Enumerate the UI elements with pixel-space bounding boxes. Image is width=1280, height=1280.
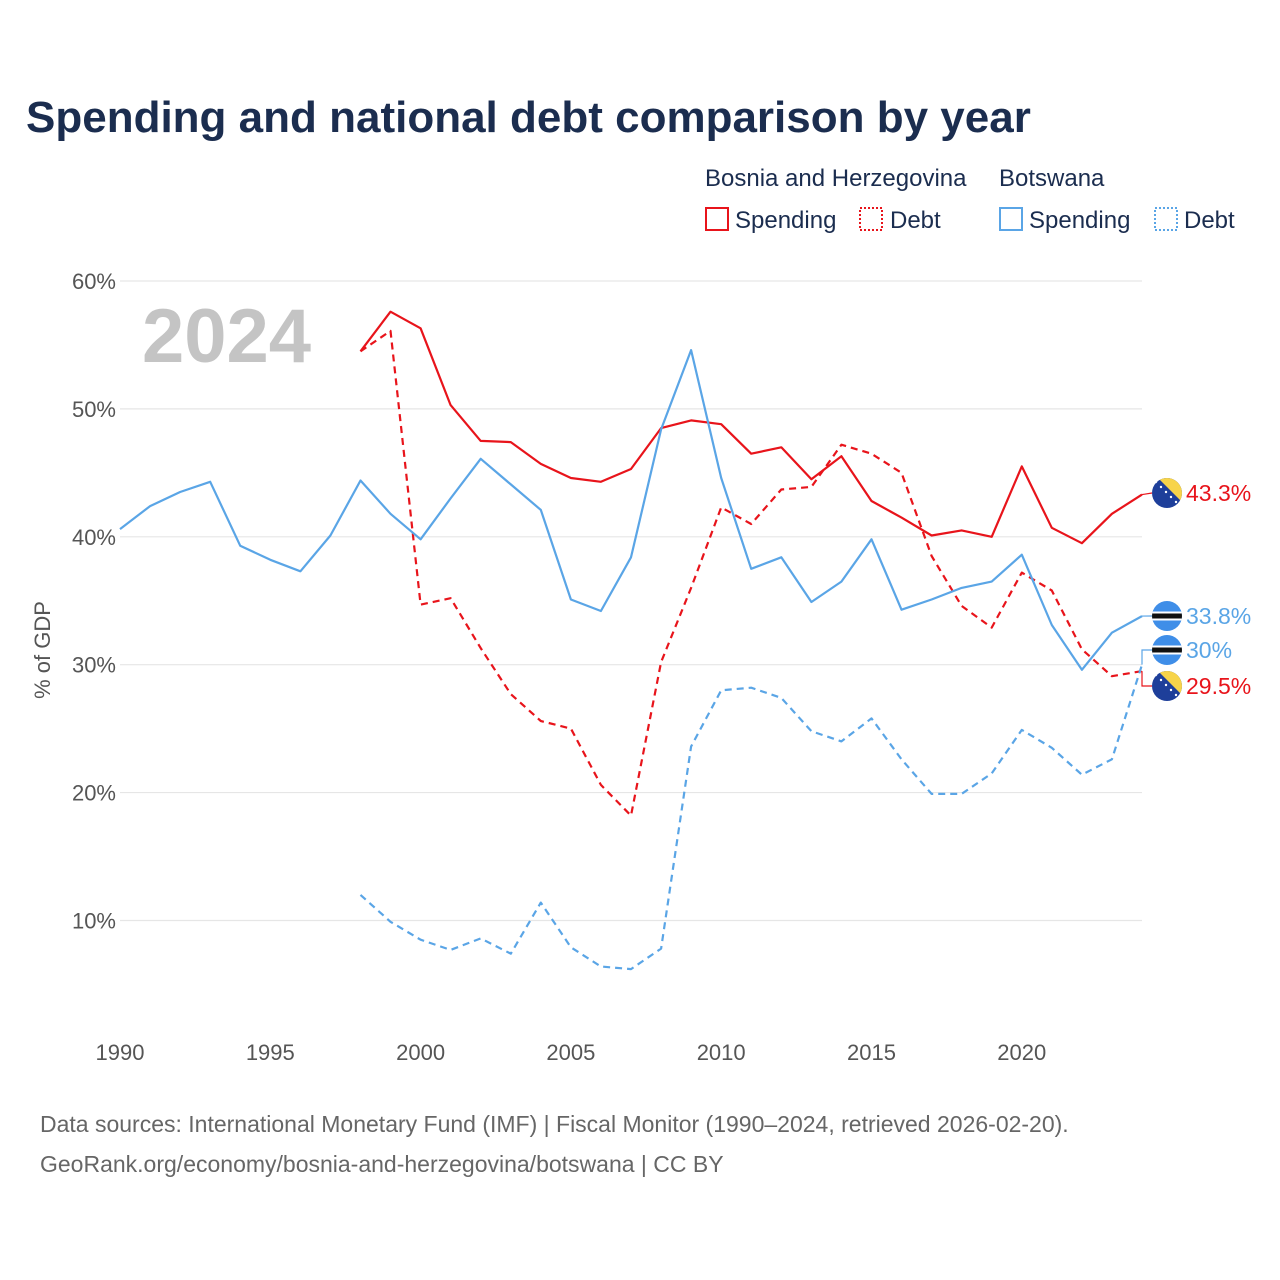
botswana-flag-icon xyxy=(1152,601,1182,631)
end-value-label: 43.3% xyxy=(1186,480,1251,506)
end-labels: 43.3% 29.5% 33.8% 30% xyxy=(1141,478,1251,701)
y-tick-label: 60% xyxy=(72,269,116,294)
y-tick-label: 30% xyxy=(72,653,116,678)
gridlines xyxy=(120,280,1142,922)
chart-title: Spending and national debt comparison by… xyxy=(26,93,1031,142)
legend-label-bosnia-spending: Spending xyxy=(735,207,836,234)
y-axis-ticks: 10% 20% 30% 40% 50% 60% xyxy=(72,269,116,933)
botswana-flag-icon xyxy=(1152,635,1182,665)
x-tick-label: 2005 xyxy=(546,1040,595,1065)
legend-label-botswana-spending: Spending xyxy=(1029,207,1130,234)
y-tick-label: 10% xyxy=(72,908,116,933)
source-note: Data sources: International Monetary Fun… xyxy=(40,1111,1069,1137)
bosnia-flag-icon xyxy=(1152,478,1182,508)
bosnia-flag-icon xyxy=(1152,671,1182,701)
end-value-label: 30% xyxy=(1186,637,1232,663)
y-tick-label: 40% xyxy=(72,525,116,550)
year-watermark: 2024 xyxy=(142,294,311,379)
end-value-label: 33.8% xyxy=(1186,603,1251,629)
x-tick-label: 1990 xyxy=(96,1040,145,1065)
x-tick-label: 1995 xyxy=(246,1040,295,1065)
legend-label-botswana-debt: Debt xyxy=(1184,207,1235,234)
end-connector xyxy=(1141,671,1152,687)
end-connector xyxy=(1141,492,1153,496)
x-tick-label: 2000 xyxy=(396,1040,445,1065)
y-tick-label: 20% xyxy=(72,781,116,806)
legend-swatch-botswana-debt xyxy=(1154,207,1178,231)
x-axis-ticks: 1990 1995 2000 2005 2010 2015 2020 xyxy=(96,1040,1047,1065)
legend: Bosnia and Herzegovina Botswana Spending… xyxy=(705,165,1235,234)
x-tick-label: 2015 xyxy=(847,1040,896,1065)
series-line-0 xyxy=(359,310,1143,545)
legend-group-botswana: Botswana xyxy=(999,165,1105,192)
credit-note: GeoRank.org/economy/bosnia-and-herzegovi… xyxy=(40,1151,724,1177)
legend-swatch-botswana-spending xyxy=(999,207,1023,231)
series-line-3 xyxy=(359,664,1144,971)
series-line-2 xyxy=(119,349,1143,671)
series-lines xyxy=(119,310,1144,971)
y-axis-label: % of GDP xyxy=(30,601,55,699)
series-line-1 xyxy=(359,329,1143,817)
end-value-label: 29.5% xyxy=(1186,673,1251,699)
y-tick-label: 50% xyxy=(72,397,116,422)
legend-swatch-bosnia-spending xyxy=(705,207,729,231)
x-tick-label: 2010 xyxy=(697,1040,746,1065)
legend-label-bosnia-debt: Debt xyxy=(890,207,941,234)
end-connector xyxy=(1141,649,1152,665)
legend-group-bosnia: Bosnia and Herzegovina xyxy=(705,165,967,192)
legend-swatch-bosnia-debt xyxy=(859,207,883,231)
x-tick-label: 2020 xyxy=(997,1040,1046,1065)
